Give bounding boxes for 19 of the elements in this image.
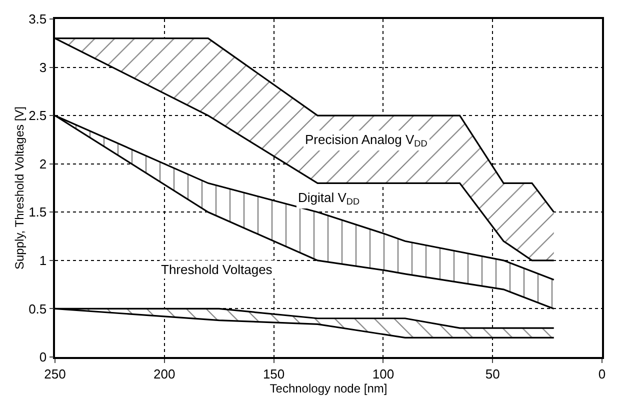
y-tick-label: 1.5 <box>28 204 47 220</box>
y-tick-label: 0.5 <box>28 301 47 316</box>
annotation: Digital V$_{DD}$ <box>298 190 360 207</box>
annotation: Threshold Voltages <box>161 262 273 277</box>
y-tick-label: 3 <box>39 60 47 75</box>
x-tick-label: 0 <box>598 366 606 382</box>
y-tick-label: 3.5 <box>28 12 47 27</box>
x-tick-label: 250 <box>44 366 66 382</box>
x-tick-label: 100 <box>372 366 394 382</box>
x-tick-label: 50 <box>485 366 500 382</box>
x-tick-label: 150 <box>262 366 285 382</box>
y-tick-label: 2.5 <box>28 108 47 124</box>
annotation: Precision Analog V$_{DD}$ <box>305 132 428 149</box>
y-axis-title: Supply, Threshold Voltages [V] <box>12 106 26 270</box>
x-axis-title: Technology node [nm] <box>270 381 388 396</box>
y-tick-label: 0 <box>39 350 47 365</box>
x-tick-label: 200 <box>154 366 176 382</box>
y-tick-label: 1 <box>39 252 47 268</box>
y-tick-label: 2 <box>39 156 47 172</box>
